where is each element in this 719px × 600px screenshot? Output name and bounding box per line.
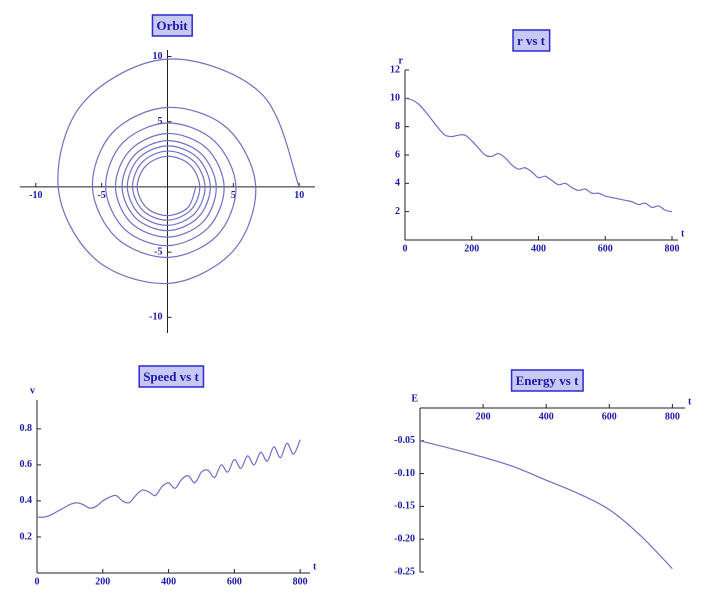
chart-title: Orbit — [156, 18, 188, 33]
x-tick-label: -10 — [29, 190, 42, 201]
x-tick-label: 800 — [664, 243, 679, 254]
y-axis-label: E — [411, 393, 418, 404]
panel: 0 200 400 600 800 2 4 6 8 10 12 t r r vs t — [390, 29, 685, 254]
chart-title: Energy vs t — [516, 373, 580, 388]
y-tick-label: 8 — [395, 121, 400, 132]
y-tick-label: 0.4 — [20, 495, 33, 506]
x-tick-label: 0 — [35, 576, 40, 587]
panel: 200 400 600 800 -0.05 -0.10 -0.15 -0.20 -0.25 t E E… — [394, 369, 692, 577]
x-tick-label: 600 — [598, 243, 613, 254]
y-tick-label: 12 — [390, 64, 400, 75]
chart-title: Speed vs t — [143, 369, 199, 384]
data-line — [419, 440, 673, 570]
y-tick-label: 0.8 — [20, 423, 33, 434]
x-tick-label: 600 — [602, 411, 617, 422]
x-tick-label: 10 — [294, 190, 304, 201]
y-tick-label: 2 — [395, 206, 400, 217]
x-tick-label: 200 — [476, 411, 491, 422]
y-tick-label: 4 — [395, 178, 400, 189]
title-box — [151, 14, 193, 37]
x-tick-label: 400 — [531, 243, 546, 254]
y-tick-label: 5 — [158, 116, 163, 127]
x-axis-label: t — [688, 396, 692, 407]
data-line — [36, 439, 301, 518]
x-axis-label: t — [313, 561, 317, 572]
data-line — [404, 97, 673, 213]
y-tick-label: -0.20 — [394, 533, 415, 544]
x-tick-label: 600 — [227, 576, 242, 587]
data-line — [57, 58, 300, 285]
x-tick-label: 200 — [464, 243, 479, 254]
y-tick-label: -0.25 — [394, 566, 415, 577]
y-tick-label: -10 — [149, 312, 162, 323]
title-box — [512, 29, 551, 52]
y-tick-label: 10 — [390, 93, 400, 104]
x-axis-label: t — [681, 228, 685, 239]
title-box — [510, 369, 584, 392]
x-tick-label: 400 — [539, 411, 554, 422]
y-axis-label: v — [30, 385, 35, 396]
x-tick-label: -5 — [97, 190, 105, 201]
x-tick-label: 400 — [161, 576, 176, 587]
x-tick-label: 200 — [95, 576, 110, 587]
x-tick-label: 5 — [231, 190, 236, 201]
chart-title: r vs t — [517, 33, 546, 48]
y-tick-label: 0.6 — [20, 459, 33, 470]
x-tick-label: 800 — [665, 411, 680, 422]
x-tick-label: 0 — [403, 243, 408, 254]
y-tick-label: 10 — [153, 51, 163, 62]
panel: -10 -5 5 10 -10 -5 5 10 Orbit — [20, 14, 315, 333]
y-tick-label: 0.2 — [20, 531, 33, 542]
x-tick-label: 800 — [293, 576, 308, 587]
y-tick-label: -0.05 — [394, 435, 415, 446]
y-tick-label: 6 — [395, 149, 400, 160]
panel: 0 200 400 600 800 0.2 0.4 0.6 0.8 t v Speed vs t — [20, 365, 317, 587]
y-axis-label: r — [399, 55, 404, 66]
title-box — [138, 365, 205, 388]
y-tick-label: -0.15 — [394, 501, 415, 512]
y-tick-label: -0.10 — [394, 468, 415, 479]
y-tick-label: -5 — [154, 246, 162, 257]
